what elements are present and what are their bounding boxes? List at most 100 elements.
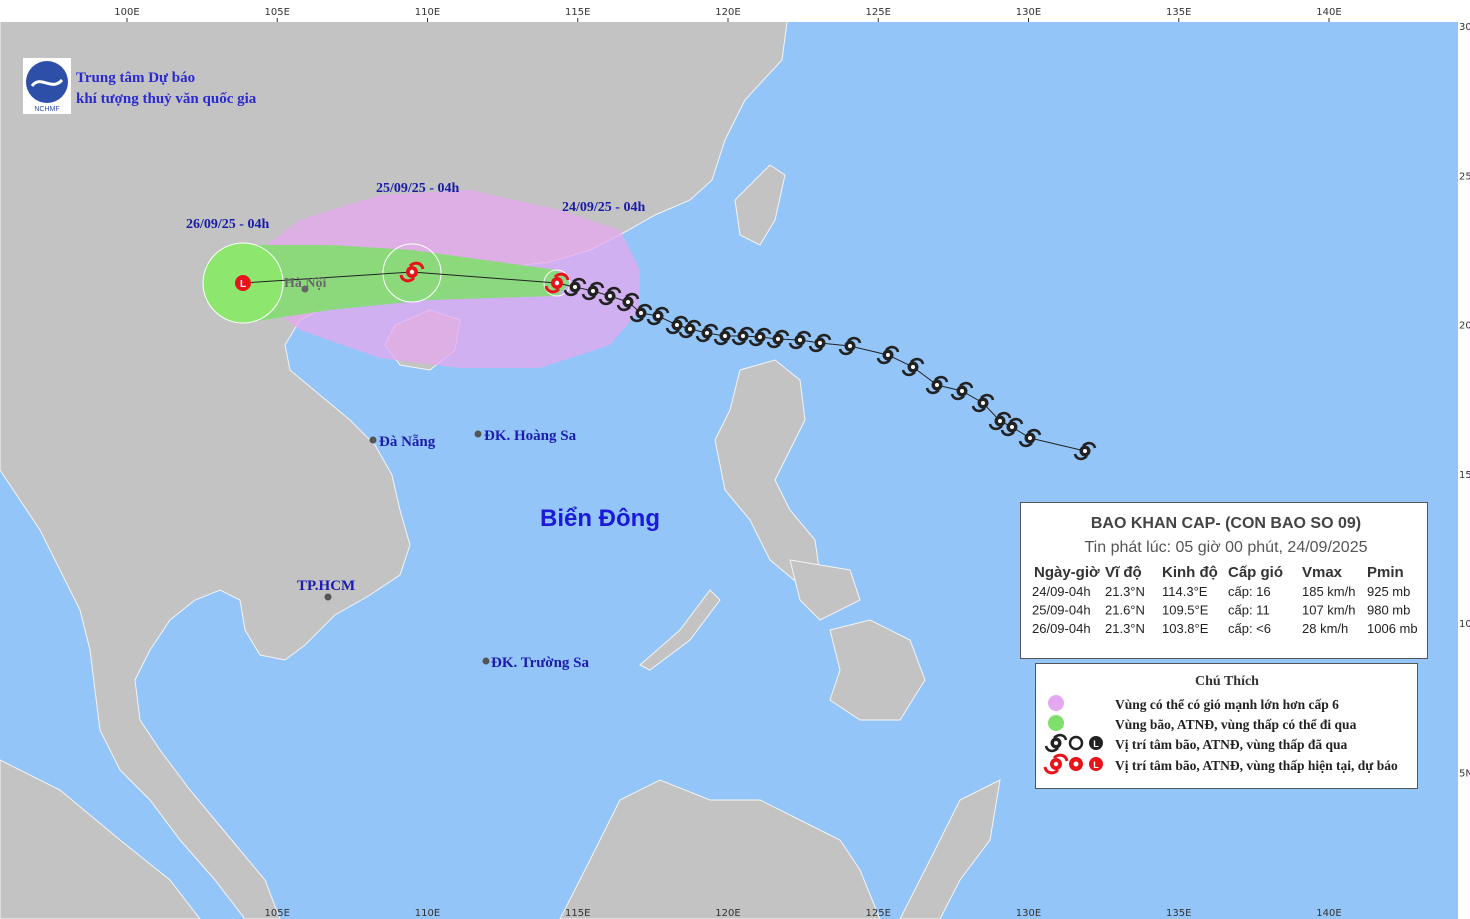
map-shape: L bbox=[1093, 739, 1099, 749]
legend-title: Chú Thích bbox=[1195, 674, 1259, 689]
legend-item: Vùng có thể có gió mạnh lớn hơn cấp 6 bbox=[1115, 697, 1339, 712]
map-shape bbox=[30, 78, 64, 88]
table-cell: 185 km/h bbox=[1302, 584, 1355, 599]
map-shape bbox=[899, 779, 1001, 919]
lon-label: 125E bbox=[866, 908, 891, 919]
header-line: khí tượng thuỷ văn quốc gia bbox=[76, 91, 257, 107]
table-cell: cấp: 16 bbox=[1228, 584, 1271, 599]
map-shape bbox=[1073, 761, 1079, 767]
table-cell: 109.5°E bbox=[1162, 603, 1209, 618]
table-cell: 21.3°N bbox=[1105, 584, 1145, 599]
right-strip bbox=[1458, 0, 1470, 919]
table-cell: 24/09-04h bbox=[1032, 584, 1091, 599]
forecast-cone bbox=[202, 190, 640, 368]
legend-item: Vùng bão, ATNĐ, vùng thấp có thể đi qua bbox=[1115, 717, 1357, 732]
map-shape bbox=[543, 269, 571, 297]
place-label: TP.HCM bbox=[297, 578, 355, 594]
map-shape bbox=[235, 275, 251, 291]
lon-label: 130E bbox=[1016, 908, 1041, 919]
map-shape bbox=[734, 164, 786, 246]
lon-label: 140E bbox=[1316, 7, 1341, 18]
map-shape bbox=[0, 759, 201, 919]
sea-label: Biển Đông bbox=[540, 505, 660, 532]
place-label: ĐK. Hoàng Sa bbox=[484, 428, 577, 444]
table-cell: 107 km/h bbox=[1302, 603, 1355, 618]
forecast-label: 24/09/25 - 04h bbox=[562, 200, 645, 215]
lat-label: 25N bbox=[1459, 171, 1470, 182]
lon-label: 120E bbox=[715, 908, 740, 919]
table-cell: 21.3°N bbox=[1105, 621, 1145, 636]
lon-label: 130E bbox=[1016, 7, 1041, 18]
lon-label: 125E bbox=[866, 7, 891, 18]
map-shape bbox=[1089, 757, 1103, 771]
legend: Chú Thích L L Vùng có thể có gió mạnh lớ… bbox=[1035, 663, 1418, 789]
table-cell: 1006 mb bbox=[1367, 621, 1418, 636]
table-cell: 925 mb bbox=[1367, 584, 1410, 599]
map-shape bbox=[829, 619, 926, 721]
map-shape bbox=[1068, 735, 1084, 751]
place-label: Đà Nẵng bbox=[379, 434, 436, 450]
top-strip bbox=[0, 0, 1470, 22]
lon-label: 115E bbox=[565, 7, 590, 18]
lon-label: 115E bbox=[565, 908, 590, 919]
lon-label: 105E bbox=[265, 908, 290, 919]
map-shape bbox=[482, 657, 490, 665]
logo-text: NCHMF bbox=[34, 106, 59, 113]
map-shape bbox=[324, 593, 332, 601]
map-shape bbox=[205, 245, 570, 323]
lon-label: 110E bbox=[415, 908, 440, 919]
lat-label: 10N bbox=[1459, 619, 1470, 630]
map-shape bbox=[369, 436, 377, 444]
lat-label: 5N bbox=[1459, 769, 1470, 780]
map-shape bbox=[639, 589, 721, 671]
table-cell: cấp: 11 bbox=[1228, 603, 1270, 618]
table-cell: cấp: <6 bbox=[1228, 621, 1271, 636]
column-header: Vmax bbox=[1302, 564, 1343, 581]
table-cell: 26/09-04h bbox=[1032, 621, 1091, 636]
forecast-label: 25/09/25 - 04h bbox=[376, 181, 459, 196]
map-shape bbox=[714, 359, 821, 586]
map-shape: L bbox=[240, 279, 246, 290]
table-cell: 103.8°E bbox=[1162, 621, 1209, 636]
column-header: Cấp gió bbox=[1228, 564, 1283, 581]
place-label: ĐK. Trường Sa bbox=[491, 655, 590, 671]
header-line: Trung tâm Dự báo bbox=[76, 70, 195, 86]
lon-label: 135E bbox=[1166, 908, 1191, 919]
lon-label: 135E bbox=[1166, 7, 1191, 18]
column-header: Kinh độ bbox=[1162, 564, 1218, 581]
table-cell: 114.3°E bbox=[1162, 584, 1208, 599]
lat-label: 30N bbox=[1459, 22, 1470, 33]
legend-item: Vị trí tâm bão, ATNĐ, vùng thấp hiện tại… bbox=[1115, 758, 1398, 773]
places: Hà Nội Đà Nẵng ĐK. Hoàng Sa TP.HCM ĐK. T… bbox=[284, 276, 590, 671]
info-title: BAO KHAN CAP- (CON BAO SO 09) bbox=[1091, 515, 1361, 532]
column-header: Vĩ độ bbox=[1105, 564, 1142, 581]
axes: 100E 105E 110E 115E 120E 125E 130E 135E 140E 105E… bbox=[114, 7, 1470, 919]
map-shape bbox=[789, 559, 861, 621]
info-subtitle: Tin phát lúc: 05 giờ 00 phút, 24/09/2025 bbox=[1085, 539, 1368, 556]
lon-label: 110E bbox=[415, 7, 440, 18]
lon-label: 105E bbox=[265, 7, 290, 18]
map-shape bbox=[382, 243, 442, 303]
place-label: Hà Nội bbox=[284, 276, 327, 291]
forecast-label: 26/09/25 - 04h bbox=[186, 217, 269, 232]
storm-track bbox=[242, 271, 1097, 461]
map-shape bbox=[474, 430, 482, 438]
lat-label: 20N bbox=[1459, 321, 1470, 332]
map-shape bbox=[1048, 695, 1064, 711]
table-cell: 21.6°N bbox=[1105, 603, 1145, 618]
column-header: Ngày-giờ bbox=[1034, 564, 1100, 581]
map-shape: L bbox=[1093, 760, 1099, 770]
legend-item: Vị trí tâm bão, ATNĐ, vùng thấp đã qua bbox=[1115, 737, 1348, 752]
table-cell: 25/09-04h bbox=[1032, 603, 1091, 618]
lon-label: 120E bbox=[715, 7, 740, 18]
map-shape bbox=[242, 271, 1086, 452]
lat-label: 15N bbox=[1459, 470, 1470, 481]
forecast-labels: 26/09/25 - 04h 25/09/25 - 04h 24/09/25 -… bbox=[186, 181, 645, 232]
lon-label: 140E bbox=[1316, 908, 1341, 919]
map-shape bbox=[559, 779, 881, 919]
table-cell: 28 km/h bbox=[1302, 621, 1348, 636]
table-cell: 980 mb bbox=[1367, 603, 1410, 618]
column-header: Pmin bbox=[1367, 564, 1404, 581]
